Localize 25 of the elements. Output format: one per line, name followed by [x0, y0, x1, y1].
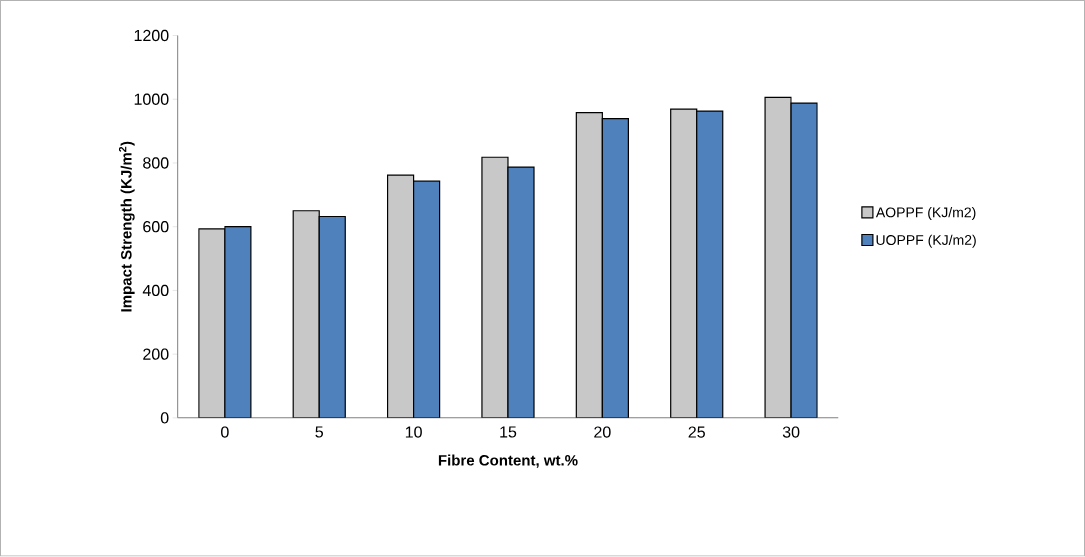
- bar: [198, 228, 226, 419]
- y-tick-label: 1000: [134, 93, 169, 106]
- bar: [575, 112, 603, 419]
- legend-label: UOPPF (KJ/m2): [876, 234, 976, 249]
- y-tick-label: 400: [142, 285, 169, 297]
- bar: [670, 108, 698, 419]
- x-axis-title: Fibre Content, wt.%: [438, 454, 578, 469]
- y-tick-label: 0: [160, 412, 169, 424]
- y-tick-label: 1200: [134, 30, 169, 42]
- y-tick-label: 800: [143, 157, 169, 169]
- y-tick-label: 200: [143, 348, 169, 361]
- bar: [481, 156, 509, 419]
- x-tick-label: 0: [221, 426, 229, 438]
- bar: [386, 174, 415, 419]
- bar: [292, 210, 320, 419]
- bar: [764, 96, 792, 419]
- x-tick-label: 30: [782, 426, 800, 438]
- y-tick-label: 600: [143, 221, 169, 233]
- x-tick-label: 15: [500, 426, 517, 438]
- x-tick-label: 25: [688, 426, 705, 438]
- x-tick-label: 10: [405, 426, 422, 438]
- x-tick-label: 5: [315, 426, 324, 438]
- legend-label: AOPPF (KJ/m2): [875, 207, 976, 221]
- y-axis-title: Impact Strength (KJ/m$^{2}$): [118, 141, 135, 312]
- x-tick-label: 20: [594, 426, 611, 438]
